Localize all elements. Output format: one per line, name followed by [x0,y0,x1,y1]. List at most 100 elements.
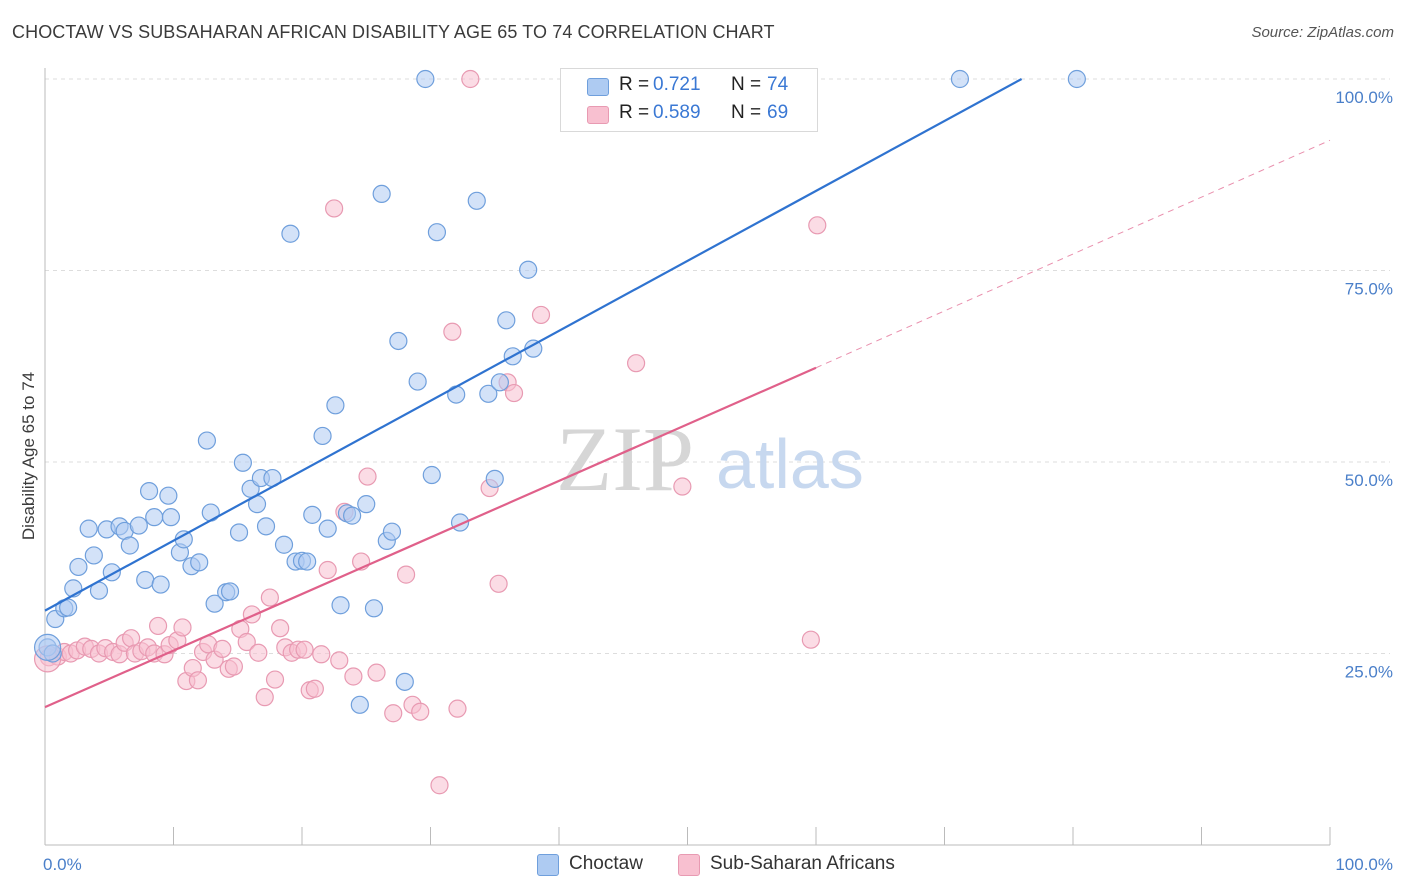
choctaw-point [389,331,408,351]
choctaw-point [313,426,332,446]
y-tick-label: 50.0% [1345,471,1393,490]
legend-row-subsaharan: R = 0.589 N = 69 [561,99,817,129]
legend-r-value: 0.589 [653,102,701,123]
choctaw-point [382,522,402,541]
choctaw-point [1067,69,1086,89]
choctaw-point [318,519,337,538]
choctaw-point [129,516,148,535]
choctaw-point [416,69,435,89]
choctaw-point [139,482,159,501]
choctaw-point [427,223,447,242]
choctaw-point [364,599,384,618]
legend-r-label: R = [619,74,650,95]
choctaw-point [233,453,252,472]
subsaharan-point [249,643,268,662]
choctaw-point [395,672,414,691]
series-subsaharan-points [33,69,827,795]
choctaw-point [485,469,504,488]
choctaw-point [229,523,249,542]
choctaw-point-cluster [33,633,62,661]
subsaharan-point [265,670,285,689]
chart-title: CHOCTAW VS SUBSAHARAN AFRICAN DISABILITY… [12,22,775,42]
trend-lines [44,78,1331,709]
choctaw-point [69,557,88,577]
subsaharan-point [430,776,449,795]
bottom-legend-swatch-subsaharan [678,854,700,876]
y-tick-label: 25.0% [1345,663,1393,682]
choctaw-point [350,695,369,714]
bottom-legend-label-choctaw: Choctaw [569,853,643,874]
subsaharan-point [148,616,168,636]
subsaharan-point [448,699,467,718]
choctaw-point [408,372,427,391]
subsaharan-point [312,645,331,664]
legend-n-value: 74 [767,74,789,95]
series-choctaw-points [33,69,1086,714]
choctaw-point [467,191,486,210]
watermark: ZIP atlas [556,408,864,510]
choctaw-point [343,506,362,525]
subsaharan-point [237,632,256,652]
choctaw-point [331,596,350,615]
choctaw-point [372,184,391,203]
choctaw-point [274,535,294,554]
subsaharan-point [255,688,274,707]
subsaharan-point [260,588,279,607]
bottom-legend-label-subsaharan: Sub-Saharan Africans [710,853,895,874]
subsaharan-point [330,651,349,670]
choctaw-point [519,260,538,279]
choctaw-point [326,396,345,415]
subsaharan-point [673,477,692,496]
choctaw-point [256,517,276,536]
subsaharan-trend-extension [815,139,1331,369]
subsaharan-point [504,383,524,403]
grid-lines [45,78,1390,654]
subsaharan-point [344,667,363,686]
subsaharan-point [188,671,208,690]
choctaw-point [281,224,300,243]
legend-n-label: N = [731,74,762,95]
tick-labels: 25.0% 50.0% 75.0% 100.0% 0.0% 100.0% [43,88,1393,874]
x-tick-label-max: 100.0% [1335,855,1393,874]
subsaharan-point [213,639,232,659]
legend-n-value: 69 [767,102,789,123]
x-tick-label-min: 0.0% [43,855,82,874]
choctaw-point [190,553,209,572]
subsaharan-point [367,663,386,682]
y-axis-title: Disability Age 65 to 74 [19,372,38,540]
choctaw-point [220,582,240,601]
subsaharan-point [396,565,416,584]
subsaharan-point [801,630,820,649]
subsaharan-point [626,354,646,373]
subsaharan-point [411,702,430,721]
y-tick-label: 100.0% [1335,88,1393,107]
legend-r-value: 0.721 [653,74,701,95]
subsaharan-point [358,467,377,486]
subsaharan-point [318,560,337,580]
subsaharan-point [305,679,324,698]
choctaw-point [303,505,322,524]
subsaharan-point [384,704,403,723]
choctaw-point [151,575,170,594]
legend-swatch-choctaw [587,78,609,96]
choctaw-point [201,503,220,522]
subsaharan-trend-line [44,366,817,709]
choctaw-point [84,546,103,565]
choctaw-point [479,384,498,403]
subsaharan-point [808,216,827,235]
choctaw-point [357,495,376,514]
choctaw-point [197,431,217,450]
legend: R = 0.721 N = 74 R = 0.589 N = 69 [560,68,818,132]
axes [44,68,1331,846]
chart-source: Source: ZipAtlas.com [1251,24,1394,41]
subsaharan-point [271,619,290,638]
choctaw-point [161,508,181,527]
subsaharan-point [325,199,344,218]
choctaw-point [422,465,441,485]
subsaharan-point [531,305,551,325]
subsaharan-point [224,657,243,676]
choctaw-point [298,552,317,571]
watermark-zip: ZIP [556,408,694,510]
choctaw-point [159,486,178,505]
subsaharan-point [443,322,462,341]
